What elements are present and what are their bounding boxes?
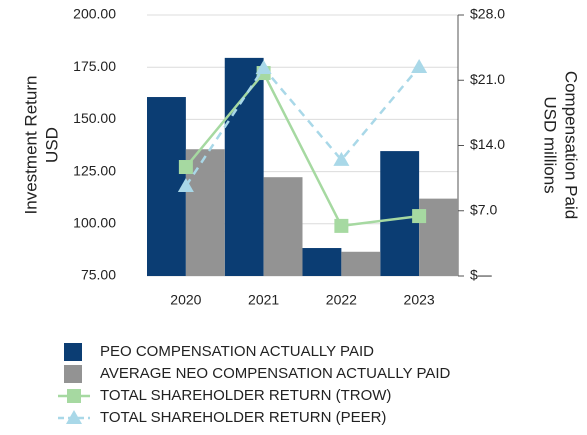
y2-axis-title: Compensation Paid — [562, 71, 581, 219]
y2-tick-label: $14.0 — [470, 136, 505, 152]
line — [184, 70, 420, 228]
y-axis-title: USD — [42, 127, 61, 163]
x-tick-label: 2022 — [326, 292, 357, 308]
y2-tick-label: $— — [470, 267, 492, 283]
line-marker — [333, 151, 350, 166]
line-marker — [411, 58, 428, 73]
bar — [147, 97, 186, 277]
line-marker — [412, 209, 427, 224]
legend-marker — [66, 410, 82, 424]
y-axis-title: Investment Return — [21, 76, 40, 215]
line-marker — [334, 218, 349, 233]
legend-swatch — [64, 343, 82, 361]
bar — [224, 57, 264, 276]
y2-tick-label: $28.0 — [470, 6, 505, 22]
y-tick-label: 100.00 — [73, 215, 116, 231]
legend-swatch — [64, 365, 82, 383]
bar — [302, 248, 342, 276]
legend-label: TOTAL SHAREHOLDER RETURN (PEER) — [100, 409, 386, 426]
y2-axis-title: USD millions — [541, 96, 560, 193]
y-tick-label: 200.00 — [73, 6, 116, 22]
legend-marker — [67, 389, 81, 403]
x-tick-label: 2021 — [248, 292, 279, 308]
y-tick-label: 175.00 — [73, 58, 116, 74]
bar — [341, 251, 381, 276]
y-tick-label: 125.00 — [73, 162, 116, 178]
x-tick-label: 2020 — [170, 292, 201, 308]
legend-label: AVERAGE NEO COMPENSATION ACTUALLY PAID — [100, 365, 451, 382]
y2-tick-label: $7.0 — [470, 201, 497, 217]
x-tick-label: 2023 — [404, 292, 435, 308]
line-marker — [178, 160, 193, 175]
legend-label: TOTAL SHAREHOLDER RETURN (TROW) — [100, 387, 391, 404]
legend-label: PEO COMPENSATION ACTUALLY PAID — [100, 343, 374, 360]
y2-tick-label: $21.0 — [470, 71, 505, 87]
line-marker — [177, 178, 194, 193]
y-tick-label: 150.00 — [73, 110, 116, 126]
y-tick-label: 75.00 — [81, 267, 116, 283]
line-marker — [255, 60, 272, 75]
line — [184, 65, 421, 187]
bar — [263, 177, 303, 276]
